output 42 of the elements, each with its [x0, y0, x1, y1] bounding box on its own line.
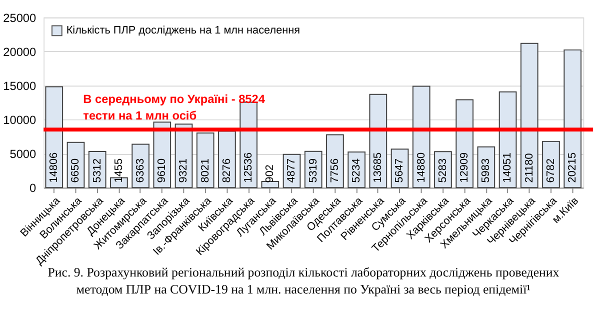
data-label: 8021 [199, 158, 212, 183]
y-tick-label: 25000 [3, 10, 37, 25]
y-tick-label: 15000 [3, 78, 37, 93]
bar [326, 134, 344, 188]
y-tick-label: 5000 [10, 147, 37, 162]
data-label: 9610 [156, 158, 168, 183]
data-label: 6363 [134, 158, 147, 183]
data-label: 5283 [436, 158, 449, 183]
data-label: 5319 [307, 158, 320, 183]
data-label: 20215 [566, 152, 579, 183]
data-label: 8276 [220, 158, 233, 183]
data-label: 13685 [372, 152, 384, 183]
bar [218, 130, 236, 188]
data-label: 5234 [350, 158, 363, 183]
legend-label: Кількість ПЛР досліджень на 1 млн населення [66, 24, 300, 37]
data-label: 21180 [523, 153, 536, 183]
data-label: 12909 [458, 152, 471, 183]
data-label: 12536 [242, 152, 255, 183]
data-label: 14880 [415, 152, 428, 183]
text: методом ПЛР на COVID-19 на 1 млн. населення по Україні за весь період епідемії¹ [76, 282, 531, 297]
data-label: 9321 [178, 158, 190, 183]
y-tick-label: 10000 [3, 112, 37, 127]
bar [412, 86, 430, 188]
data-label: 5312 [91, 158, 104, 183]
data-label: 902 [264, 164, 276, 183]
bar [520, 42, 538, 188]
data-label: 14051 [502, 152, 514, 183]
bar [564, 49, 582, 188]
data-label: 7756 [328, 158, 341, 183]
data-label: 6650 [70, 158, 82, 183]
data-label: 6782 [544, 158, 557, 183]
bar [261, 181, 280, 188]
data-label: 4877 [286, 158, 298, 183]
y-tick-label: 20000 [3, 44, 37, 59]
bar [45, 86, 64, 188]
data-label: 14806 [48, 152, 60, 183]
text: Рис. 9. Розрахунковий регіональний розподіл кількості лабораторних досліджень проведених [48, 266, 560, 280]
y-tick-label: 0 [30, 181, 37, 196]
bar [196, 132, 214, 188]
data-label: 5647 [394, 158, 406, 183]
data-label: 1455 [112, 158, 125, 183]
data-label: 5983 [480, 158, 492, 183]
